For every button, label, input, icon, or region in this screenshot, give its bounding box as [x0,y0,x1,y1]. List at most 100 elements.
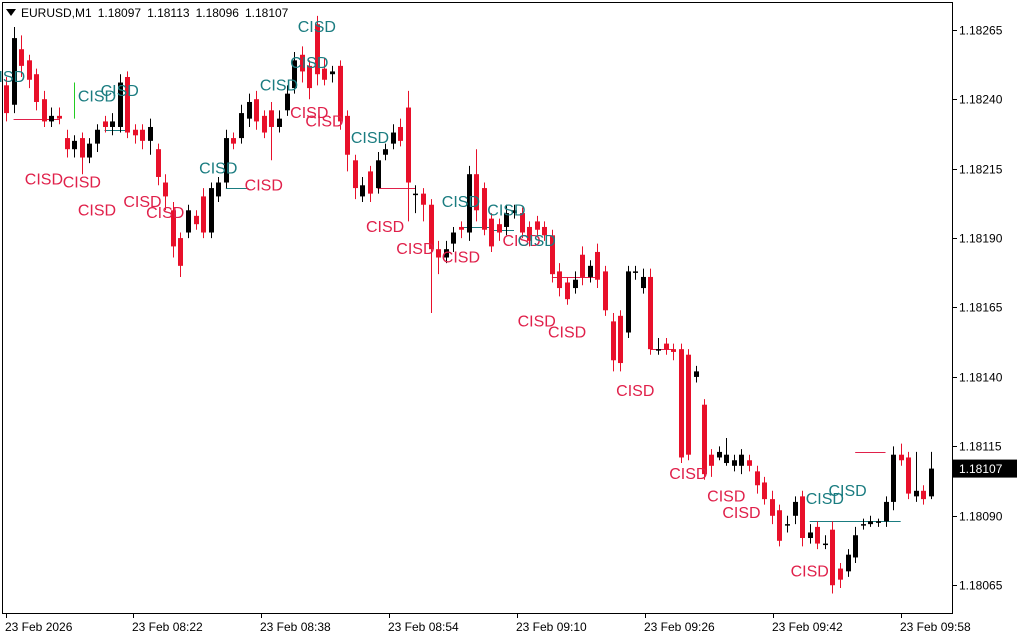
candle-body [444,249,449,258]
candle-body [520,213,525,233]
candle-body [504,213,509,227]
candle-body [353,160,358,189]
candle-body [542,226,547,236]
candle-body [19,49,24,66]
cisd-label: CISD [396,241,434,258]
candle-body [118,82,123,127]
candle-body [254,99,259,122]
candle-body [292,60,297,89]
current-price-tag [953,459,1017,478]
candle-body [891,454,896,502]
candle-body [345,115,350,155]
cisd-label: CISD [123,194,161,211]
chart-header: EURUSD,M1 1.18097 1.18113 1.18096 1.18107 [6,5,288,20]
cisd-label: CISD [518,233,556,250]
candle-body [133,129,138,136]
cisd-label: CISD [351,130,389,147]
candle-body [535,221,540,230]
cisd-label: CISD [25,172,63,189]
candle-body [163,182,168,197]
cisd-label: CISD [669,466,707,483]
candle-body [633,271,638,273]
candle-body [489,218,494,247]
dropdown-triangle-icon[interactable] [6,9,16,17]
cisd-label: CISD [260,77,298,94]
candle-body [770,499,775,516]
close-price: 1.18107 [244,5,289,20]
candle-body [186,210,191,233]
candle-body [360,185,365,197]
candle-body [550,235,555,275]
candle-body [467,174,472,233]
symbol-label: EURUSD,M1 [21,5,92,20]
x-tick-label: 23 Feb 08:22 [132,620,203,634]
candle-body [876,521,881,523]
candle-body [603,271,608,311]
cisd-label: CISD [290,55,328,72]
current-price-label: 1.18107 [959,462,1003,476]
candle-body [709,454,714,466]
candle-body [868,521,873,525]
candle-body [648,276,653,350]
candle-body [368,171,373,194]
candle-body [899,454,904,461]
candle-body [921,490,926,500]
candle-body [285,93,290,111]
candle-body [679,349,684,458]
candle-body [739,454,744,466]
candle-body [595,251,600,280]
candle-body [618,315,623,364]
candle-body [861,524,866,526]
candle-body [664,343,669,350]
candle-body [49,115,54,122]
x-tick-label: 23 Feb 09:42 [772,620,843,634]
candle-body [793,501,798,516]
candle-body [269,110,274,127]
candle-body [626,271,631,333]
candle-body [12,38,17,105]
candle-body [383,149,388,155]
candle-body [338,65,343,122]
candle-body [762,482,767,500]
candle-body [557,271,562,289]
candle-body [194,215,199,225]
y-tick-label: 1.18190 [959,232,1003,246]
candle-body [216,182,221,197]
cisd-label: CISD [146,205,184,222]
open-price: 1.18097 [97,5,142,20]
candle-body [209,188,214,233]
candle-body [717,451,722,458]
y-tick-label: 1.18115 [959,440,1002,454]
candle-body [474,174,479,211]
candle-body [497,224,502,233]
cisd-label: CISD [199,161,237,178]
cisd-label: CISD [548,324,586,341]
candle-body [72,140,77,150]
candle-body [65,138,70,150]
candle-body [588,265,593,277]
cisd-label: CISD [442,250,480,267]
cisd-label: CISD [298,19,336,36]
candle-body [178,238,183,266]
x-tick-label: 23 Feb 09:26 [644,620,715,634]
x-tick-label: 23 Feb 08:38 [260,620,331,634]
candle-body [641,276,646,289]
cisd-label: CISD [518,313,556,330]
candle-body [527,226,532,241]
cisd-label: CISD [78,202,116,219]
candle-body [702,404,707,475]
candle-body [156,149,161,177]
candle-body [103,121,108,127]
cisd-label: CISD [442,194,480,211]
candle-body [148,126,153,141]
high-price: 1.18113 [147,5,190,20]
candle-body [406,107,411,183]
candle-body [307,65,312,89]
x-tick-label: 23 Feb 09:10 [516,620,587,634]
candle-body [247,101,252,119]
candle-body [459,226,464,230]
cisd-label: CISD [791,563,829,580]
candle-body [4,85,9,114]
candle-body [34,74,39,102]
